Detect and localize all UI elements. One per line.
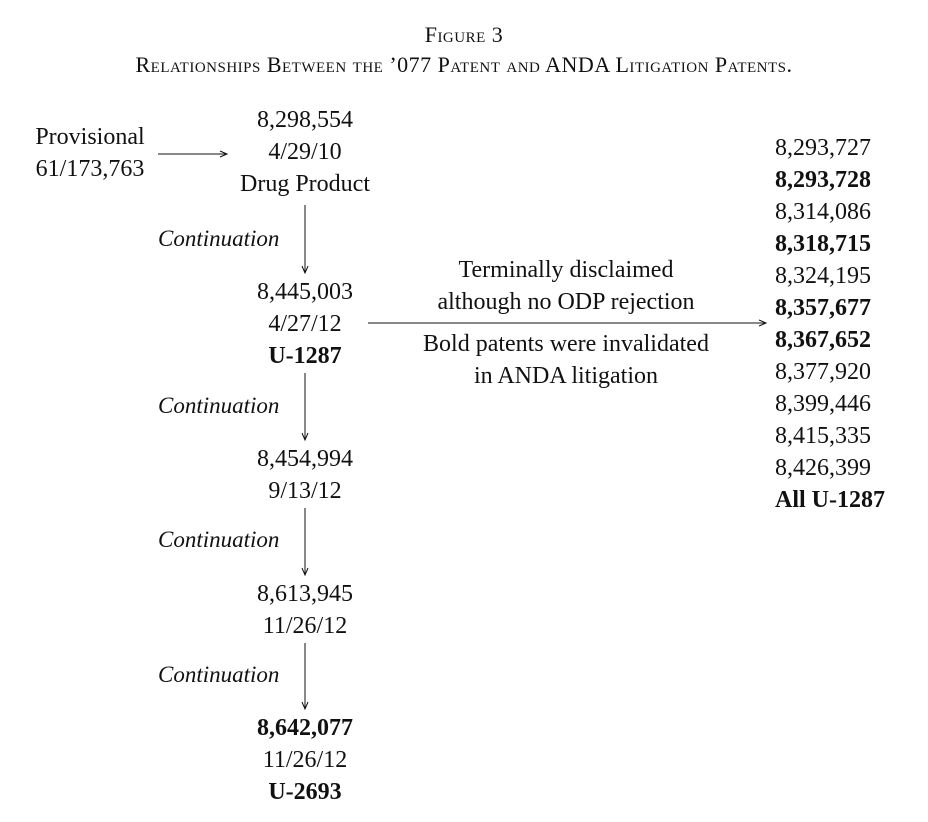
terminal-disclaimer-note: Terminally disclaimed although no ODP re… (396, 254, 736, 318)
list-item: 8,293,727 (775, 135, 871, 161)
patent-date: 11/26/12 (262, 747, 348, 773)
list-item: 8,314,086 (775, 199, 871, 225)
continuation-label-1: Continuation (158, 226, 280, 251)
note-line: although no ODP rejection (437, 289, 695, 315)
patent-date: 9/13/12 (268, 478, 342, 504)
list-item: 8,357,677 (775, 295, 871, 321)
invalidation-note: Bold patents were invalidated in ANDA li… (396, 328, 736, 392)
patent-number: 8,454,994 (257, 446, 353, 472)
note-line: in ANDA litigation (473, 363, 658, 389)
patent-number: 8,642,077 (257, 715, 353, 741)
arrow-head (219, 150, 229, 158)
provisional-application: Provisional 61/173,763 (22, 121, 158, 185)
patent-date: 4/29/10 (268, 139, 342, 165)
chain-node-2: 8,445,003 4/27/12 U-1287 (205, 276, 405, 372)
chain-node-1: 8,298,554 4/29/10 Drug Product (205, 104, 405, 200)
figure-title: Relationships Between the ’077 Patent an… (135, 52, 793, 77)
list-item: 8,415,335 (775, 423, 871, 449)
continuation-label-3: Continuation (158, 527, 280, 552)
note-line: Bold patents were invalidated (423, 331, 709, 357)
patent-note: Drug Product (240, 171, 370, 197)
anda-patent-list: 8,293,727 8,293,728 8,314,086 8,318,715 … (775, 132, 885, 516)
chain-node-4: 8,613,945 11/26/12 (205, 578, 405, 642)
continuation-label-4: Continuation (158, 662, 280, 687)
figure-label: Figure 3 (424, 22, 504, 47)
list-item: 8,324,195 (775, 263, 871, 289)
list-item: 8,377,920 (775, 359, 871, 385)
provisional-label: Provisional (35, 124, 145, 150)
arrow-head (301, 701, 309, 711)
patent-number: 8,445,003 (257, 279, 353, 305)
patent-note: U-2693 (268, 779, 342, 805)
patent-date: 4/27/12 (268, 311, 342, 337)
list-footer: All U-1287 (775, 487, 885, 513)
arrow-head (301, 265, 309, 275)
list-item: 8,399,446 (775, 391, 871, 417)
list-item: 8,367,652 (775, 327, 871, 353)
list-item: 8,426,399 (775, 455, 871, 481)
provisional-number: 61/173,763 (35, 156, 145, 182)
arrow-head (758, 319, 768, 327)
patent-number: 8,298,554 (257, 107, 353, 133)
chain-node-5: 8,642,077 11/26/12 U-2693 (205, 712, 405, 808)
list-item: 8,318,715 (775, 231, 871, 257)
chain-node-3: 8,454,994 9/13/12 (205, 443, 405, 507)
patent-date: 11/26/12 (262, 613, 348, 639)
continuation-label-2: Continuation (158, 393, 280, 418)
note-line: Terminally disclaimed (458, 257, 674, 283)
arrow-head (301, 567, 309, 577)
list-item: 8,293,728 (775, 167, 871, 193)
patent-note: U-1287 (268, 343, 342, 369)
arrow-head (301, 432, 309, 442)
patent-number: 8,613,945 (257, 581, 353, 607)
